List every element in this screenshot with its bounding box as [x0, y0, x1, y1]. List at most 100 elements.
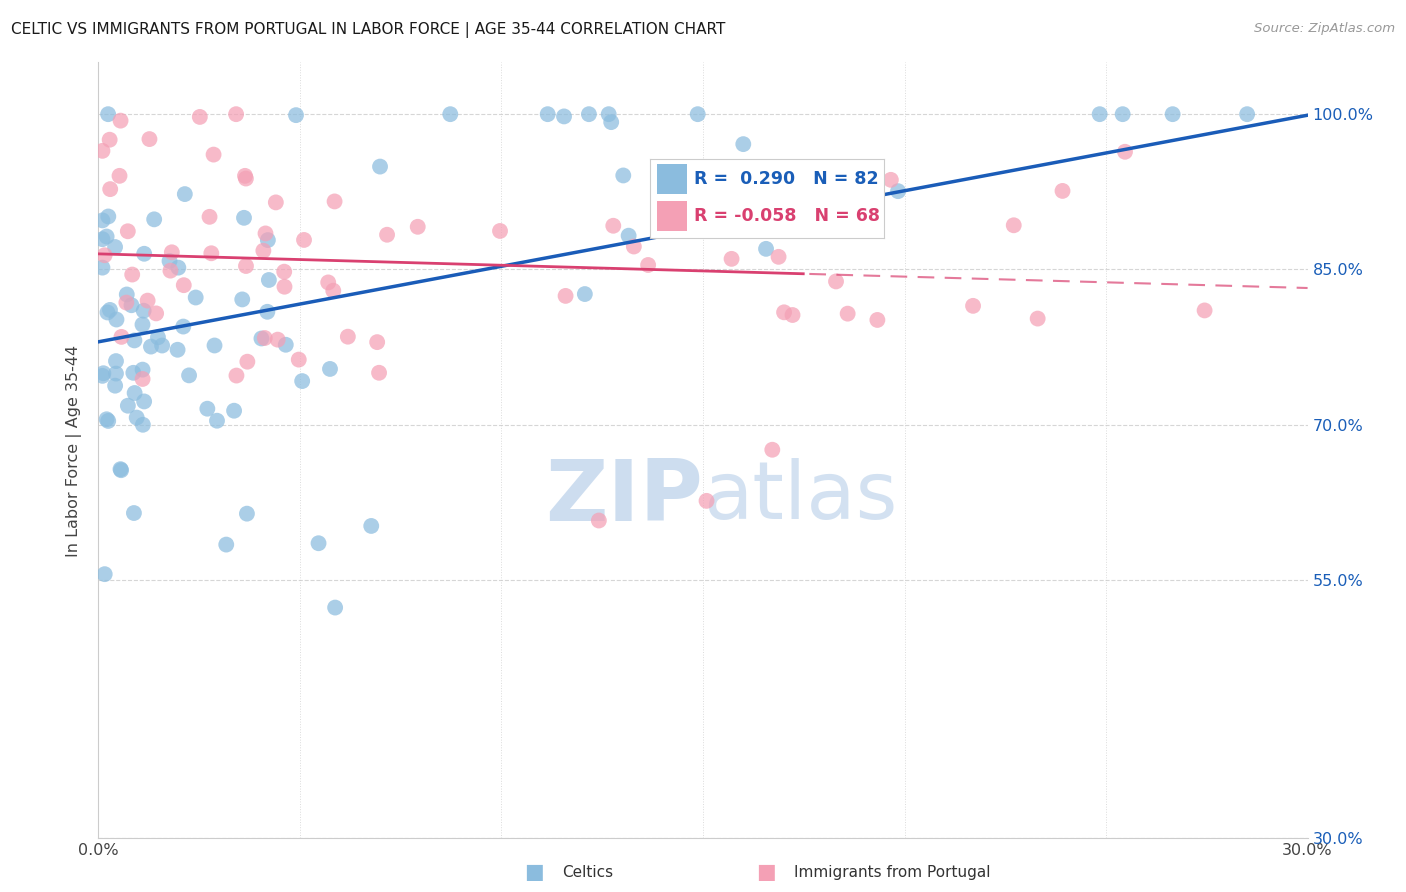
Point: [104, 367, 127, 381]
Point: [93, 248, 115, 262]
Point: [375, 227, 398, 242]
Point: [252, 244, 274, 258]
Point: [202, 147, 225, 161]
Point: [166, 343, 188, 357]
Text: Immigrants from Portugal: Immigrants from Portugal: [794, 865, 991, 880]
Point: [257, 273, 280, 287]
Point: [323, 194, 346, 209]
Point: [1236, 107, 1258, 121]
Point: [1002, 219, 1025, 233]
Point: [554, 289, 576, 303]
Point: [366, 335, 388, 350]
Point: [138, 132, 160, 146]
Point: [104, 378, 127, 392]
Point: [406, 219, 429, 234]
Point: [637, 258, 659, 272]
Y-axis label: In Labor Force | Age 35-44: In Labor Force | Age 35-44: [66, 344, 83, 557]
Point: [1194, 303, 1216, 318]
Point: [755, 242, 778, 256]
Point: [253, 331, 276, 345]
Point: [200, 246, 222, 260]
Point: [254, 227, 277, 241]
Point: [256, 305, 278, 319]
Point: [308, 536, 330, 550]
Point: [205, 414, 228, 428]
Point: [274, 337, 297, 351]
Point: [184, 291, 207, 305]
Point: [273, 279, 295, 293]
Point: [866, 313, 889, 327]
Text: CELTIC VS IMMIGRANTS FROM PORTUGAL IN LABOR FORCE | AGE 35-44 CORRELATION CHART: CELTIC VS IMMIGRANTS FROM PORTUGAL IN LA…: [11, 22, 725, 38]
Point: [121, 268, 143, 282]
Point: [292, 233, 315, 247]
Text: R =  0.290   N = 82: R = 0.290 N = 82: [695, 170, 879, 188]
Point: [319, 362, 342, 376]
Point: [124, 334, 146, 348]
Point: [117, 224, 139, 238]
Text: atlas: atlas: [703, 458, 897, 536]
Point: [139, 340, 162, 354]
Point: [98, 302, 121, 317]
Point: [233, 211, 256, 225]
Point: [316, 276, 339, 290]
Point: [489, 224, 512, 238]
Point: [98, 182, 121, 196]
Point: [108, 169, 131, 183]
Point: [97, 414, 120, 428]
Point: [236, 507, 259, 521]
Point: [104, 240, 127, 254]
Point: [768, 250, 790, 264]
Text: Source: ZipAtlas.com: Source: ZipAtlas.com: [1254, 22, 1395, 36]
Text: ■: ■: [524, 863, 544, 882]
Point: [150, 338, 173, 352]
Point: [1026, 311, 1049, 326]
Point: [167, 260, 190, 275]
Point: [121, 298, 143, 312]
Point: [132, 417, 155, 432]
Point: [782, 308, 804, 322]
Point: [96, 412, 118, 426]
Text: ■: ■: [756, 863, 776, 882]
Point: [145, 306, 167, 320]
Point: [617, 228, 640, 243]
Point: [1111, 107, 1133, 121]
Point: [285, 108, 308, 122]
Point: [887, 184, 910, 198]
Point: [686, 107, 709, 121]
Point: [177, 368, 200, 383]
Text: R = -0.058   N = 68: R = -0.058 N = 68: [695, 207, 880, 225]
Point: [195, 401, 218, 416]
Point: [225, 107, 247, 121]
Point: [110, 113, 132, 128]
Point: [574, 287, 596, 301]
Point: [159, 254, 181, 268]
Point: [159, 263, 181, 277]
Point: [146, 330, 169, 344]
Point: [235, 171, 257, 186]
Point: [215, 538, 238, 552]
Point: [110, 463, 132, 477]
Point: [110, 330, 132, 344]
Point: [696, 493, 718, 508]
Point: [720, 252, 742, 266]
Point: [115, 287, 138, 301]
Point: [962, 299, 984, 313]
Point: [257, 233, 280, 247]
Point: [287, 352, 309, 367]
Point: [264, 195, 287, 210]
Bar: [657, 202, 688, 231]
Point: [105, 312, 128, 326]
Point: [104, 354, 127, 368]
Point: [537, 107, 560, 121]
Point: [1088, 107, 1111, 121]
Text: ZIP: ZIP: [546, 456, 703, 539]
Point: [204, 338, 226, 352]
Point: [143, 212, 166, 227]
Point: [623, 239, 645, 253]
Point: [91, 232, 114, 246]
Point: [198, 210, 221, 224]
Point: [122, 366, 145, 380]
Point: [124, 386, 146, 401]
Point: [790, 194, 813, 209]
Point: [131, 318, 153, 332]
